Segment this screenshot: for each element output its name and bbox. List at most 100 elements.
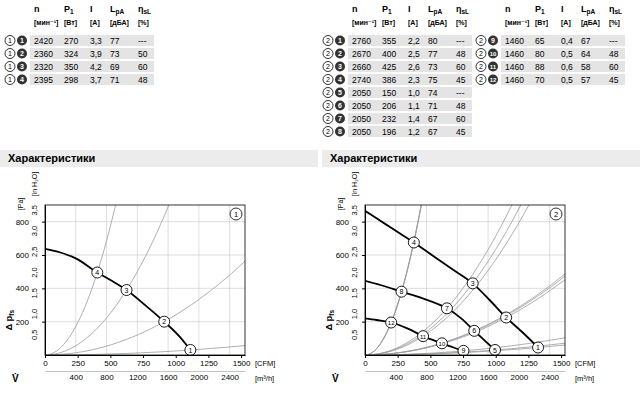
point-badge-label: 8 [338, 128, 342, 135]
cell: 69 [110, 62, 120, 72]
point-badge [488, 62, 498, 72]
grid-line [518, 205, 519, 355]
axis-line [46, 355, 246, 356]
chart-badge-label: 1 [8, 37, 12, 44]
row-band [348, 126, 472, 137]
cell: 48 [609, 49, 619, 59]
column-sub: sL [615, 8, 623, 15]
cell: 70 [535, 75, 545, 85]
cell: 77 [428, 49, 438, 59]
chart-badge-label: 2 [479, 37, 483, 44]
row-band [30, 61, 154, 72]
chart-badge [323, 127, 333, 137]
fan-curve [365, 281, 495, 350]
row-band [348, 113, 472, 124]
point-badge-label: 9 [491, 37, 495, 44]
tick-label: 250 [392, 359, 406, 368]
column-unit: [А] [90, 19, 100, 27]
section-band [0, 150, 318, 167]
chart: 432112004006008000,51,01,52,02,53,03,502… [4, 172, 275, 384]
point-badge-label: 2 [338, 50, 342, 57]
chart-badge-label: 2 [479, 63, 483, 70]
system-curve [365, 205, 421, 355]
point-badge [335, 101, 345, 111]
point-badge [335, 114, 345, 124]
column-head: n [505, 4, 511, 14]
chart-badge-label: 2 [326, 63, 330, 70]
tick-label: 0,5 [30, 330, 39, 340]
tick: 1200 [129, 371, 147, 382]
row-band [348, 35, 472, 46]
point-label: 3 [125, 287, 129, 294]
point-badge-label: 3 [20, 63, 24, 70]
chart-badge [323, 36, 333, 46]
chart-badge-label: 2 [326, 102, 330, 109]
tick-label: 1250 [520, 359, 538, 368]
cell: 71 [428, 101, 438, 111]
column-head: P1 [382, 4, 392, 15]
grid-line [45, 321, 245, 322]
axis: 4008001200160020002400 [366, 371, 566, 382]
point-label: 2 [504, 314, 508, 321]
column-unit: [мин⁻¹] [352, 19, 376, 27]
tick-mark [143, 355, 144, 358]
point-badge [488, 49, 498, 59]
column-head: I [408, 4, 411, 14]
system-curve [365, 280, 565, 355]
tick-label: 0,5 [350, 330, 359, 340]
system-curve [365, 205, 521, 355]
tick: 800 [100, 371, 114, 382]
operating-point [185, 345, 196, 356]
point-badge-label: 7 [338, 115, 342, 122]
chart-badge-label: 2 [326, 89, 330, 96]
tick-label: 400 [390, 373, 404, 382]
column-unit: [%] [609, 19, 620, 27]
chart-badge-label: 2 [326, 115, 330, 122]
system-curve [365, 205, 421, 355]
cell: 57 [581, 75, 591, 85]
tick: 0 [43, 355, 48, 368]
column-unit: [Вт] [64, 19, 77, 27]
axis: 200400600800 [16, 206, 46, 356]
chart-badge [5, 75, 15, 85]
tick-label: 500 [424, 359, 438, 368]
column-sub: 1 [70, 8, 74, 15]
x2-unit: [CFM] [255, 359, 275, 368]
tick: 800 [336, 218, 365, 227]
column-sub: pA [434, 8, 443, 16]
cell: 73 [428, 62, 438, 72]
tick: 2,0 [30, 267, 45, 277]
tick-mark [362, 288, 365, 289]
tick-label: 800 [100, 373, 114, 382]
tick: 1,0 [30, 309, 45, 319]
tick: 1000 [487, 355, 505, 368]
tick-label: 2,0 [30, 267, 39, 277]
x-unit: [m³/h] [255, 374, 274, 383]
point-badge-label: 3 [338, 63, 342, 70]
tick-label: 600 [336, 251, 350, 260]
y-unit: [Pa] [17, 198, 25, 211]
axis: 0,51,01,52,02,53,03,5 [350, 205, 366, 356]
cell: 2,3 [408, 75, 420, 85]
cell: 324 [64, 49, 78, 59]
grid-line [365, 255, 565, 256]
cell: 3,7 [90, 75, 102, 85]
tick-mark [208, 355, 209, 358]
point-label: 8 [400, 288, 404, 295]
tick: 1,5 [30, 288, 45, 298]
column-head: I [561, 4, 564, 14]
operating-point [441, 303, 452, 314]
chart-badge [323, 62, 333, 72]
section-band [322, 150, 640, 167]
point-badge-label: 12 [490, 77, 497, 83]
tick: 3,5 [350, 205, 365, 215]
column-sub: 1 [388, 8, 392, 15]
tick-mark [110, 355, 111, 358]
column-sub: sL [144, 8, 152, 15]
chart-badge [323, 75, 333, 85]
cell: 2,6 [408, 62, 420, 72]
cell: 0,5 [561, 75, 573, 85]
cell: 2050 [352, 101, 371, 111]
cell: 2660 [352, 62, 371, 72]
cell: 0,5 [561, 49, 573, 59]
